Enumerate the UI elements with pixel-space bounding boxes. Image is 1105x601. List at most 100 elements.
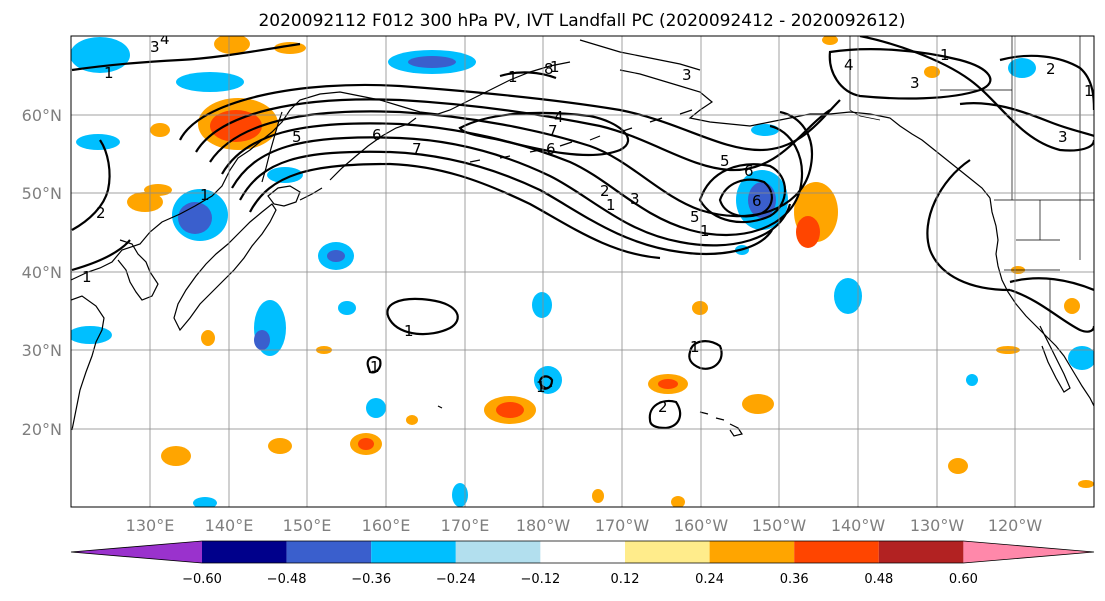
ivt-contour: [386, 297, 459, 336]
ivt-contour: [1009, 277, 1094, 292]
contour-label: 6: [752, 192, 762, 210]
ivt-contour: [698, 163, 786, 224]
ivt-contour: [1009, 288, 1094, 333]
ivt-contour: [458, 111, 629, 157]
alaska-canada-border: [849, 36, 881, 121]
contour-label: 6: [546, 140, 556, 158]
latitude-label: 20°N: [22, 420, 62, 439]
lat-lon-grid: [71, 36, 1094, 507]
kuril-islands: [299, 187, 323, 201]
longitude-label: 150°E: [283, 516, 332, 535]
ivt-contour: [538, 375, 554, 390]
latitude-label: 50°N: [22, 184, 62, 203]
pv-anomaly-blob: [268, 438, 292, 454]
ivt-contours: [71, 36, 1094, 430]
contour-label: 2: [600, 182, 610, 200]
korea-coastline: [117, 239, 159, 301]
longitude-label: 140°W: [831, 516, 886, 535]
ivt-contour: [221, 122, 803, 237]
north-america-west-coastline: [989, 197, 1094, 407]
colorbar-extend-low: [71, 541, 202, 563]
pv-anomaly-blob: [496, 402, 524, 418]
ivt-contour: [239, 150, 773, 255]
ivt-contour: [249, 162, 661, 260]
sakhalin-coastline: [261, 111, 283, 183]
longitude-label: 180°W: [516, 516, 571, 535]
pv-anomaly-blob: [1078, 480, 1094, 488]
pv-anomaly-blob: [76, 134, 120, 150]
contour-label: 3: [910, 74, 920, 92]
pv-anomaly-blob: [834, 278, 862, 314]
alaska-coastline: [619, 69, 991, 199]
baja-california: [1039, 325, 1071, 393]
colorbar: −0.60 −0.48 −0.36 −0.24 −0.12 0.12 0.24 …: [70, 540, 1095, 587]
us-state-borders: [1004, 200, 1081, 340]
colorbar-segment: [540, 541, 625, 563]
colorbar-segment: [371, 541, 456, 563]
pv-anomaly-blob: [692, 301, 708, 315]
pv-anomaly-blob: [267, 167, 303, 183]
ivt-contour: [366, 356, 382, 374]
ivt-contour: [179, 83, 841, 152]
pv-shading: [71, 36, 1094, 507]
contour-label: 4: [844, 56, 854, 74]
longitude-label: 120°W: [988, 516, 1043, 535]
colorbar-tick-label: −0.12: [520, 572, 560, 587]
pv-anomaly-blob: [366, 398, 386, 418]
contour-label: 1: [690, 338, 700, 356]
ivt-contour: [926, 159, 1011, 292]
longitude-label: 130°W: [910, 516, 965, 535]
pv-anomaly-blob: [144, 184, 172, 196]
contour-label: 1: [1084, 82, 1094, 100]
contour-label: 1: [550, 58, 560, 76]
pv-anomaly-blob: [201, 330, 215, 346]
pv-anomaly-blob: [178, 202, 212, 234]
figure-title: 2020092112 F012 300 hPa PV, IVT Landfall…: [258, 11, 905, 31]
longitude-label: 170°E: [441, 516, 490, 535]
colorbar-tick-label: −0.36: [351, 572, 391, 587]
contour-label: 2: [658, 398, 668, 416]
longitude-label: 170°W: [595, 516, 650, 535]
longitude-label: 160°W: [674, 516, 729, 535]
contour-label: 1: [82, 268, 92, 286]
map-panel: 1 2 3 4 5 6 7 8 1 1 1 1 2 3 4 5 6 7 6 5: [70, 30, 1095, 508]
pv-anomaly-blob: [822, 36, 838, 45]
colorbar-tick-label: 0.36: [780, 572, 809, 587]
longitude-label: 140°E: [205, 516, 254, 535]
colorbar-tick-label: 0.24: [695, 572, 724, 587]
colorbar-tick-label: −0.60: [182, 572, 222, 587]
contour-label: 1: [404, 322, 414, 340]
colorbar-extend-high: [963, 541, 1094, 563]
pv-anomaly-blob: [796, 216, 820, 248]
japan-coastline: [173, 203, 277, 332]
contour-label: 1: [700, 222, 710, 240]
colorbar-tick-label: 0.48: [864, 572, 893, 587]
pv-anomaly-blob: [327, 250, 345, 262]
contour-label: 1: [606, 196, 616, 214]
ivt-contour: [71, 239, 131, 272]
latitude-label: 40°N: [22, 263, 62, 282]
colorbar-tick-label: −0.48: [267, 572, 307, 587]
contour-label: 3: [630, 190, 640, 208]
pv-anomaly-blob: [1068, 346, 1094, 370]
ivt-contour: [231, 136, 792, 247]
pv-anomaly-blob: [214, 36, 250, 54]
contour-label: 4: [160, 30, 170, 48]
ivt-contour: [209, 110, 813, 218]
pv-anomaly-blob: [1064, 298, 1080, 314]
colorbar-segment: [625, 541, 710, 563]
pv-anomaly-blob: [924, 66, 940, 78]
map-frame: [70, 35, 1095, 508]
hokkaido-coastline: [267, 185, 301, 207]
contour-label: 3: [1058, 128, 1068, 146]
contour-label: 2: [1046, 60, 1056, 78]
pv-anomaly-blob: [210, 110, 262, 142]
contour-label: 1: [200, 186, 210, 204]
pv-anomaly-blob: [658, 379, 678, 389]
pv-anomaly-blob: [71, 37, 130, 73]
contour-label: 2: [96, 204, 106, 222]
colorbar-outline: [70, 540, 1095, 564]
ivt-contour: [959, 102, 1094, 138]
pv-anomaly-blob: [748, 182, 776, 218]
